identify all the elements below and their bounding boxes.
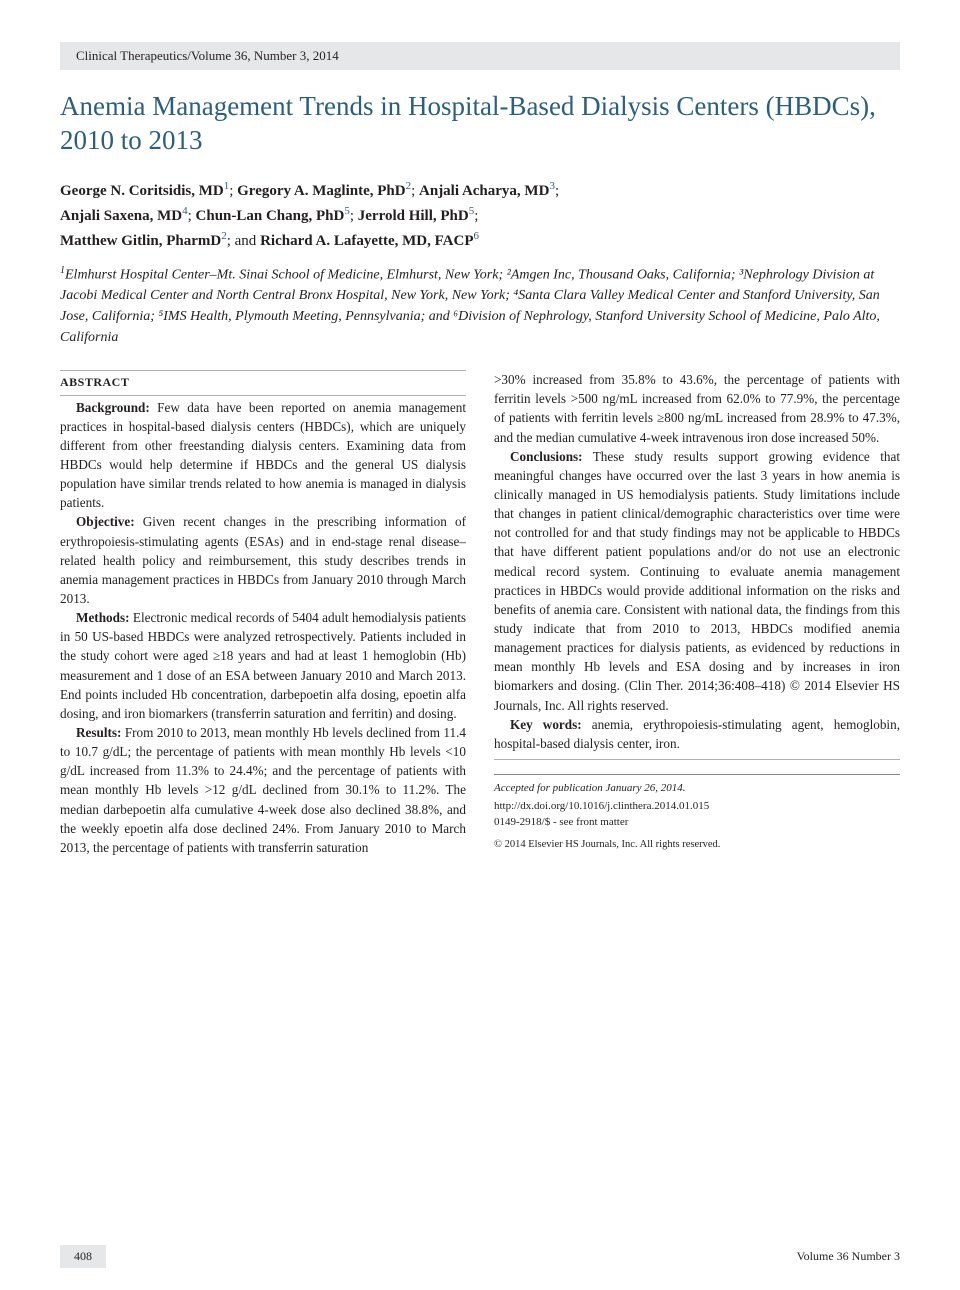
author-name: Anjali Saxena, MD	[60, 208, 182, 224]
page-number: 408	[60, 1245, 106, 1268]
keywords-divider	[494, 759, 900, 760]
right-column: >30% increased from 35.8% to 43.6%, the …	[494, 370, 900, 857]
results-text-right: >30% increased from 35.8% to 43.6%, the …	[494, 372, 900, 444]
author-name: George N. Coritsidis, MD	[60, 183, 224, 199]
results-text-left: From 2010 to 2013, mean monthly Hb level…	[60, 725, 466, 855]
conclusions-label: Conclusions:	[510, 449, 583, 464]
background-label: Background:	[76, 400, 150, 415]
author-sup: 2	[221, 230, 227, 242]
affiliations-text: Elmhurst Hospital Center–Mt. Sinai Schoo…	[60, 267, 880, 345]
affiliations: 1Elmhurst Hospital Center–Mt. Sinai Scho…	[60, 263, 900, 349]
journal-header-text: Clinical Therapeutics/Volume 36, Number …	[76, 48, 339, 63]
author-sup: 3	[549, 180, 555, 192]
author-name: Gregory A. Maglinte, PhD	[237, 183, 405, 199]
author-sup: 2	[406, 180, 412, 192]
author-sup: 6	[474, 230, 480, 242]
author-sup: 5	[344, 205, 350, 217]
author-sup: 4	[182, 205, 188, 217]
accepted-line: Accepted for publication January 26, 201…	[494, 781, 900, 797]
background-text: Few data have been reported on anemia ma…	[60, 400, 466, 511]
objective-label: Objective:	[76, 514, 135, 529]
page-footer: 408 Volume 36 Number 3	[60, 1245, 900, 1268]
journal-header: Clinical Therapeutics/Volume 36, Number …	[60, 42, 900, 70]
keywords-label: Key words:	[510, 717, 582, 732]
doi-line: http://dx.doi.org/10.1016/j.clinthera.20…	[494, 799, 900, 815]
methods-text: Electronic medical records of 5404 adult…	[60, 610, 466, 721]
author-sup: 1	[224, 180, 230, 192]
author-name: Chun-Lan Chang, PhD	[196, 208, 345, 224]
author-name: Matthew Gitlin, PharmD	[60, 233, 221, 249]
methods-label: Methods:	[76, 610, 129, 625]
author-name: Anjali Acharya, MD	[419, 183, 549, 199]
volume-footer: Volume 36 Number 3	[797, 1249, 900, 1264]
footer-divider	[494, 774, 900, 775]
abstract-columns: ABSTRACT Background: Few data have been …	[60, 370, 900, 857]
conclusions-text: These study results support growing evid…	[494, 449, 900, 713]
author-sup: 5	[469, 205, 475, 217]
issn-line: 0149-2918/$ - see front matter	[494, 815, 900, 831]
author-list: George N. Coritsidis, MD1; Gregory A. Ma…	[60, 178, 900, 253]
abstract-heading: ABSTRACT	[60, 370, 466, 395]
article-title: Anemia Management Trends in Hospital-Bas…	[60, 90, 900, 158]
author-name: Richard A. Lafayette, MD, FACP	[260, 233, 473, 249]
copyright-line: © 2014 Elsevier HS Journals, Inc. All ri…	[494, 837, 900, 852]
author-name: Jerrold Hill, PhD	[358, 208, 469, 224]
results-label: Results:	[76, 725, 121, 740]
left-column: ABSTRACT Background: Few data have been …	[60, 370, 466, 857]
